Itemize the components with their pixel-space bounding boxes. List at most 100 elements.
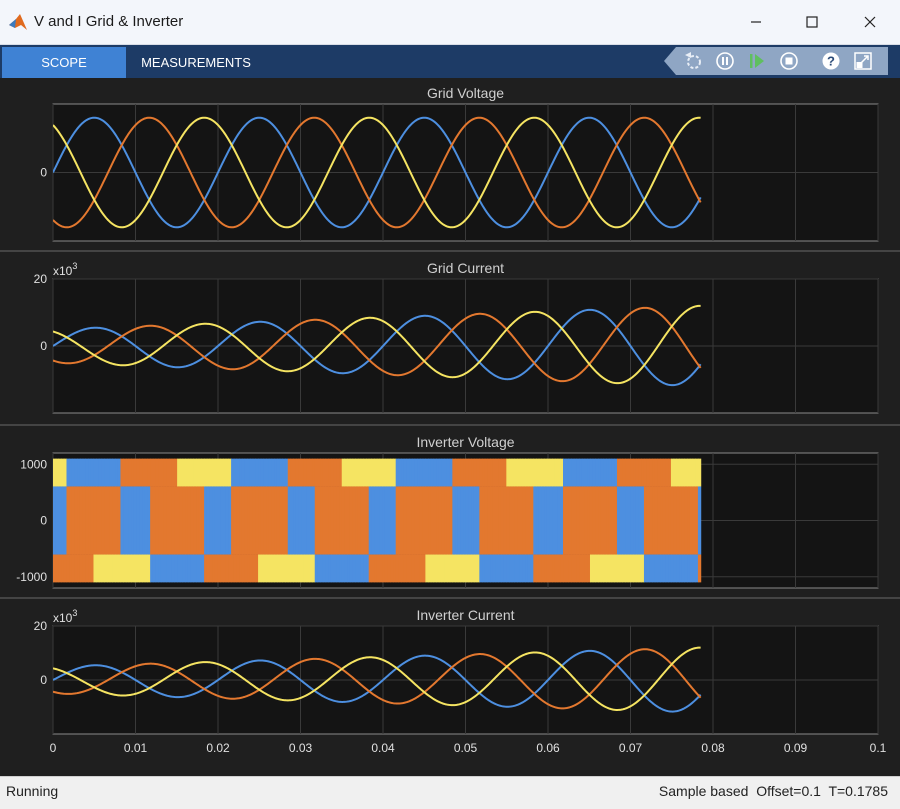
help-button[interactable]: ? [816, 47, 846, 75]
pwm-block-middle [190, 486, 194, 555]
pwm-block-upper [600, 458, 605, 487]
pwm-block-upper [231, 458, 235, 487]
pwm-block-lower [565, 554, 570, 583]
pwm-block-middle [390, 486, 394, 555]
pwm-block-lower [471, 554, 475, 583]
pwm-block-lower [401, 554, 405, 583]
close-button[interactable] [842, 0, 898, 44]
pwm-block-middle [422, 486, 426, 555]
pwm-block-lower [530, 554, 534, 583]
pwm-block-middle [498, 486, 502, 555]
pwm-block-middle [79, 486, 84, 555]
pwm-block-lower [411, 554, 416, 583]
pwm-block-upper [133, 458, 138, 487]
pwm-block-middle [101, 486, 105, 555]
pwm-block-lower [279, 554, 283, 583]
pwm-block-upper [204, 458, 208, 487]
pwm-block-middle [495, 486, 499, 555]
pwm-block-lower [193, 554, 197, 583]
maximize-button[interactable] [784, 0, 840, 44]
pwm-block-lower [430, 554, 435, 583]
pwm-block-upper [177, 458, 181, 487]
pwm-block-upper [630, 458, 634, 487]
pwm-block-upper [503, 458, 507, 487]
pwm-block-middle [430, 486, 435, 555]
plot-panel: Grid Voltage 0 [40, 85, 879, 242]
pwm-block-upper [411, 458, 416, 487]
pwm-block-lower [322, 554, 327, 583]
y-tick-label: 0 [40, 673, 47, 687]
pwm-block-lower [298, 554, 302, 583]
pwm-block-upper [425, 458, 429, 487]
pwm-block-lower [171, 554, 176, 583]
pwm-block-lower [88, 554, 92, 583]
pwm-block-upper [616, 458, 621, 487]
pwm-block-upper [268, 458, 273, 487]
pwm-block-lower [552, 554, 556, 583]
pwm-block-middle [150, 486, 154, 555]
pwm-block-upper [536, 458, 540, 487]
pwm-block-middle [112, 486, 116, 555]
pwm-block-middle [90, 486, 95, 555]
pwm-block-upper [514, 458, 518, 487]
pwm-block-upper [495, 458, 499, 487]
pause-button[interactable] [710, 47, 740, 75]
status-text: Running [6, 783, 59, 799]
tab-scope[interactable]: SCOPE [2, 47, 126, 78]
pwm-block-middle [266, 486, 270, 555]
x-tick-label: 0.09 [784, 741, 808, 755]
pwm-block-middle [444, 486, 448, 555]
pwm-block-upper [638, 458, 642, 487]
pwm-block-lower [109, 554, 113, 583]
tab-measurements[interactable]: MEASUREMENTS [141, 55, 251, 70]
pwm-block-upper [406, 458, 410, 487]
pwm-block-upper [352, 458, 356, 487]
pwm-block-upper [603, 458, 607, 487]
step-back-button[interactable] [678, 47, 708, 75]
step-forward-button[interactable] [742, 47, 772, 75]
plot-panel: Grid Current x103 20 0 [0, 250, 900, 414]
status-bar: Running Sample based Offset=0.1 T=0.1785 [0, 776, 900, 809]
pwm-block-middle [460, 486, 464, 555]
pwm-block-middle [541, 486, 545, 555]
pwm-block-middle [171, 486, 176, 555]
pwm-block-lower [527, 554, 532, 583]
pwm-block-lower [419, 554, 424, 583]
pwm-block-upper [660, 458, 664, 487]
pwm-block-lower [61, 554, 65, 583]
pwm-block-middle [571, 486, 575, 555]
pwm-block-upper [403, 458, 408, 487]
pwm-block-lower [595, 554, 599, 583]
pwm-block-middle [384, 486, 389, 555]
pwm-block-lower [214, 554, 219, 583]
pwm-block-middle [649, 486, 653, 555]
pwm-block-upper [668, 458, 672, 487]
pwm-block-lower [492, 554, 497, 583]
pwm-block-middle [128, 486, 132, 555]
pwm-block-lower [355, 554, 359, 583]
pwm-block-lower [93, 554, 97, 583]
pwm-block-lower [106, 554, 111, 583]
undock-button[interactable] [848, 47, 878, 75]
stop-button[interactable] [774, 47, 804, 75]
y-tick-label: -1000 [16, 570, 47, 584]
pwm-block-middle [263, 486, 267, 555]
pwm-block-middle [201, 486, 205, 555]
pwm-block-lower [654, 554, 659, 583]
pwm-block-upper [301, 458, 305, 487]
pwm-block-upper [314, 458, 319, 487]
pwm-block-middle [616, 486, 621, 555]
pwm-block-middle [123, 486, 127, 555]
pwm-block-lower [147, 554, 151, 583]
pwm-block-upper [298, 458, 302, 487]
pwm-block-upper [587, 458, 591, 487]
pwm-block-upper [398, 458, 402, 487]
pwm-block-middle [568, 486, 572, 555]
pwm-block-middle [82, 486, 86, 555]
minimize-button[interactable] [728, 0, 784, 44]
pwm-block-upper [544, 458, 548, 487]
pwm-block-middle [465, 486, 470, 555]
pwm-block-middle [322, 486, 327, 555]
pwm-block-upper [487, 458, 491, 487]
